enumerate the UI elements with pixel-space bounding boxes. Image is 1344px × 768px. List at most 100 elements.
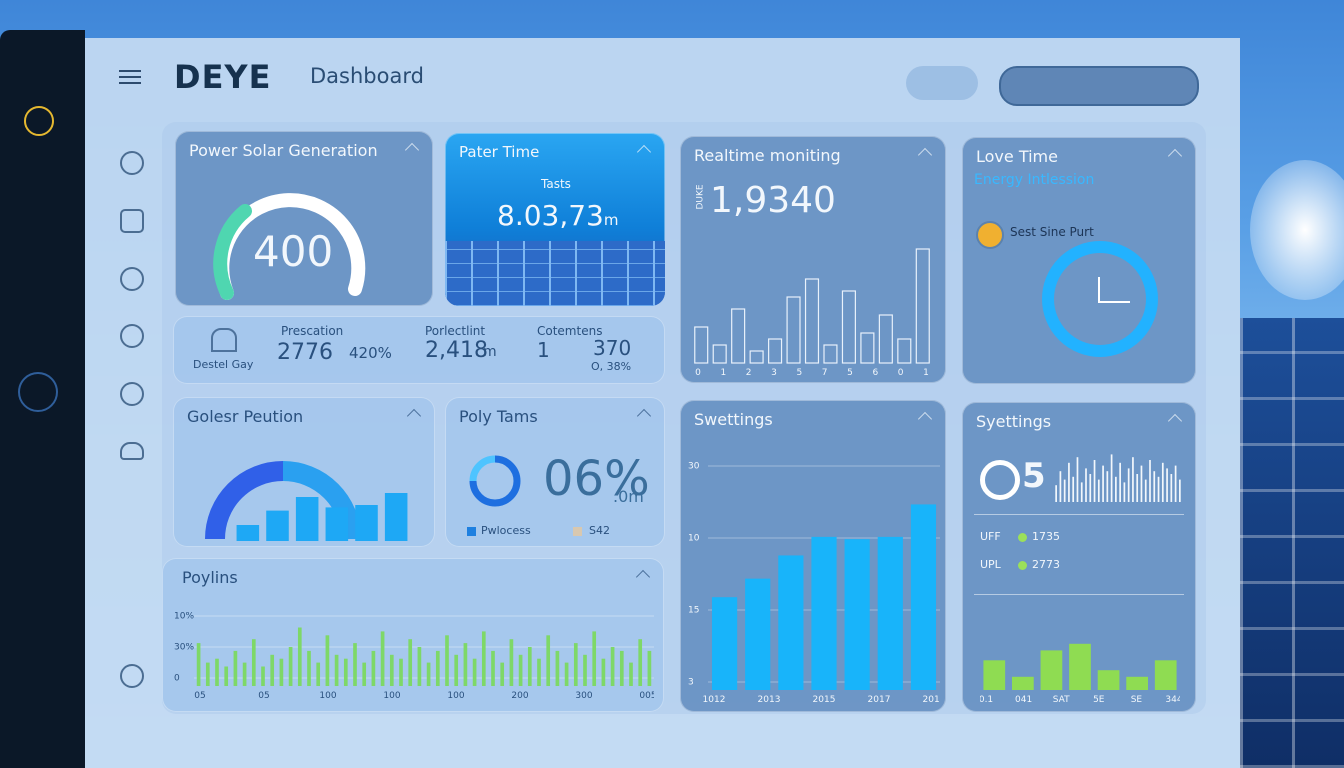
nav-icon[interactable] [120, 267, 144, 291]
bar [711, 597, 738, 690]
toolbar[interactable] [906, 66, 978, 100]
bar [1132, 457, 1134, 502]
bar [1179, 479, 1181, 502]
bar [1106, 471, 1109, 502]
bar [1136, 474, 1139, 502]
card-title: Golesr Peution [187, 407, 304, 426]
card: Poly Tams 06% .0m Pwlocess S42 [445, 397, 665, 547]
x-tick-label: 2013 [758, 695, 781, 705]
bar [844, 539, 870, 690]
bar [384, 493, 408, 541]
bar [915, 248, 930, 364]
bar [233, 650, 238, 686]
solar-panels [1240, 318, 1344, 768]
bar [1076, 457, 1079, 502]
x-tick-label: 300 [575, 691, 592, 701]
menu-button[interactable] [119, 70, 141, 72]
toolbar[interactable] [999, 66, 1199, 106]
bar [325, 635, 330, 686]
card: Poylins 10% 30% 0 05 05 100 100 100 200 300 005 [162, 558, 664, 712]
bar [408, 639, 413, 686]
bar [546, 635, 551, 686]
stats-row: Destel Gay Prescation 2776 420% Porlectl… [173, 316, 665, 384]
bar [295, 497, 319, 541]
bar [389, 654, 394, 686]
nav-icon[interactable] [120, 382, 144, 406]
bar [1144, 479, 1147, 502]
card-title: Love Time [976, 147, 1058, 166]
value-number: 8.03,73 [497, 199, 604, 232]
bar [509, 639, 514, 686]
nav-icon[interactable] [120, 324, 144, 348]
x-tick-label: 200 [511, 691, 528, 701]
bar [307, 650, 311, 686]
gauge [213, 193, 366, 300]
x-tick-label: 5E [1093, 695, 1105, 705]
bar [877, 536, 903, 690]
bar [491, 650, 495, 686]
bar [224, 666, 229, 686]
x-tick-label: 2 [746, 368, 752, 378]
bar [1127, 468, 1130, 502]
card-title: Power Solar Generation [189, 141, 378, 160]
bar [1097, 479, 1100, 502]
ring [469, 455, 521, 507]
stat-value: 2773 [1032, 558, 1060, 571]
card-title: Syettings [976, 412, 1052, 431]
bar [712, 344, 727, 364]
bar [435, 650, 440, 686]
nav-icon[interactable] [120, 442, 144, 460]
bar [1161, 462, 1164, 502]
nav-icon[interactable] [120, 151, 144, 175]
stat-label: UFF [980, 530, 1001, 543]
unit: .0m [613, 487, 644, 506]
bar [1110, 454, 1113, 502]
bar [1166, 468, 1168, 502]
bar [527, 647, 532, 686]
nav-button[interactable] [18, 372, 58, 412]
x-tick-label: 041 [1015, 695, 1032, 705]
stat-label: Cotemtens [537, 324, 603, 338]
bar [288, 647, 293, 686]
bar [242, 662, 247, 686]
bar [1040, 650, 1063, 690]
bar [1157, 476, 1160, 502]
page-title: Dashboard [310, 64, 424, 88]
semi-gauge [205, 461, 361, 540]
stat-extra: m [483, 344, 497, 360]
x-tick-label: 1012 [703, 695, 726, 705]
bar [251, 639, 256, 686]
x-tick-label: 5 [847, 368, 853, 378]
x-tick-label: 0 [898, 368, 904, 378]
x-tick-label: 344 [1165, 695, 1180, 705]
avatar [976, 221, 1004, 249]
bar [1012, 676, 1034, 690]
bar-chart [236, 493, 408, 541]
bar [205, 662, 210, 686]
bar [745, 578, 771, 690]
bar [786, 296, 801, 364]
bar [823, 344, 838, 364]
nav-icon[interactable] [120, 664, 144, 688]
bar [778, 555, 804, 690]
bar [417, 647, 422, 686]
nav-icon[interactable] [120, 209, 144, 233]
add-button[interactable] [24, 106, 54, 136]
gauge-value: 400 [253, 227, 334, 276]
stat-value: 2776 [277, 340, 333, 365]
bar [1072, 476, 1075, 502]
bar [353, 643, 357, 686]
x-tick-label: 1 [923, 368, 929, 378]
bar [362, 662, 367, 686]
value: 8.03,73m [497, 199, 619, 232]
stat-label: Destel Gay [193, 358, 254, 371]
bar [1063, 479, 1066, 502]
label: Sest Sine Purt [1010, 225, 1094, 239]
bar [1089, 474, 1092, 502]
bar [910, 504, 937, 690]
bar [1068, 462, 1070, 502]
bar [196, 643, 201, 686]
card-title: Poylins [182, 568, 238, 587]
bar [555, 650, 560, 686]
